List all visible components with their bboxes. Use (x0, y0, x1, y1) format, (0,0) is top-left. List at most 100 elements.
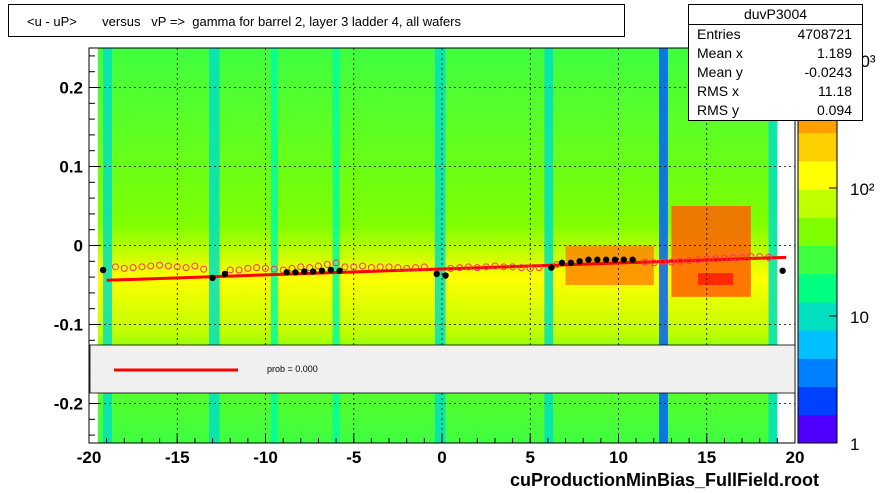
profile-open-point (376, 263, 384, 271)
y-tick-label: 0 (74, 237, 83, 256)
profile-open-point (482, 263, 490, 271)
profile-open-point (694, 256, 702, 264)
profile-open-point (464, 263, 472, 271)
stats-value: 4708721 (797, 26, 852, 42)
profile-open-point (341, 263, 349, 271)
profile-black-point (620, 256, 627, 263)
profile-open-point (650, 259, 658, 267)
profile-open-point (323, 260, 331, 268)
profile-black-point (318, 267, 326, 274)
palette-color-step (798, 132, 837, 162)
profile-black-point (558, 259, 566, 267)
profile-open-point (765, 253, 773, 261)
palette-tick-label: 1 (850, 435, 859, 454)
profile-black-point (442, 272, 449, 279)
profile-black-point (779, 267, 786, 274)
profile-black-point (611, 256, 619, 263)
profile-black-point (327, 266, 335, 274)
profile-open-point (676, 257, 684, 265)
profile-open-point (147, 262, 155, 270)
profile-open-point (500, 263, 508, 271)
profile-black-point (209, 274, 216, 282)
fit-legend (89, 344, 796, 394)
profile-open-point (235, 266, 243, 274)
profile-open-point (129, 264, 137, 272)
profile-open-point (526, 264, 534, 272)
stats-row: RMS y 0.094 (689, 101, 862, 120)
profile-open-point (685, 257, 693, 265)
palette-color-step (798, 273, 837, 303)
profile-open-point (747, 253, 755, 261)
profile-open-point (262, 264, 269, 272)
profile-open-point (173, 263, 181, 271)
palette-color-step (798, 245, 837, 275)
title-text: <u - uP> versus vP => gamma for barrel 2… (27, 14, 462, 29)
stats-key: Mean x (697, 45, 743, 61)
profile-open-point (720, 254, 728, 262)
stats-row: Mean y -0.0243 (689, 63, 862, 82)
profile-open-point (756, 253, 764, 261)
x-tick-label: 10 (609, 448, 628, 467)
heatmap-column (768, 48, 778, 443)
profile-open-point (473, 264, 481, 272)
heatmap-column (544, 48, 554, 443)
heatmap-column (332, 48, 340, 443)
profile-open-point (385, 263, 393, 271)
stats-key: Entries (697, 26, 741, 42)
stats-value: -0.0243 (804, 64, 852, 80)
profile-black-point (585, 256, 592, 263)
profile-black-point (301, 268, 308, 275)
profile-open-point (667, 258, 675, 266)
x-tick-label: -20 (77, 448, 102, 467)
stats-title: duvP3004 (689, 5, 862, 25)
profile-open-point (306, 264, 314, 272)
profile-points (99, 253, 786, 282)
profile-open-point (164, 262, 172, 270)
profile-open-point (182, 264, 190, 272)
stats-key: Mean y (697, 64, 743, 80)
palette-tick-label: 10² (850, 180, 875, 199)
profile-black-point (292, 269, 299, 276)
profile-open-point (288, 264, 296, 272)
footer-filename: cuProductionMinBias_FullField.root (509, 470, 819, 490)
stats-box: duvP3004 Entries 4708721 Mean x 1.189 Me… (688, 4, 863, 121)
profile-open-point (332, 259, 340, 267)
palette-color-step (798, 414, 837, 444)
profile-black-point (336, 267, 343, 274)
profile-open-point (156, 261, 164, 269)
palette-color-step (798, 358, 837, 388)
profile-open-point (447, 264, 455, 272)
profile-open-point (244, 264, 252, 272)
profile-open-point (138, 263, 146, 271)
profile-open-point (738, 253, 746, 261)
profile-black-point (629, 256, 636, 263)
x-tick-label: 5 (526, 448, 535, 467)
x-tick-label: 20 (786, 448, 805, 467)
profile-black-point (99, 266, 107, 274)
y-tick-label: 0.1 (59, 158, 83, 177)
profile-black-point (594, 256, 601, 263)
profile-open-point (367, 264, 375, 272)
profile-open-point (226, 266, 234, 274)
profile-open-point (420, 263, 428, 271)
profile-open-point (191, 262, 199, 270)
stats-value: 1.189 (816, 45, 852, 61)
stats-value: 11.18 (818, 83, 852, 99)
profile-open-point (703, 255, 711, 263)
heatmap-column (103, 48, 112, 443)
histogram-title: <u - uP> versus vP => gamma for barrel 2… (8, 4, 625, 37)
profile-open-point (712, 255, 720, 263)
x-tick-label: 0 (437, 448, 446, 467)
stats-row: RMS x 11.18 (689, 82, 862, 101)
profile-open-point (111, 263, 119, 271)
heatmap-column (659, 48, 668, 443)
stats-key: RMS y (697, 102, 739, 118)
x-tick-label: -10 (253, 448, 278, 467)
profile-open-point (456, 264, 464, 272)
profile-open-point (659, 258, 667, 266)
stats-key: RMS x (697, 83, 739, 99)
palette-color-step (798, 160, 837, 190)
legend-prob-label: prob = 0.000 (267, 364, 318, 374)
profile-open-point (729, 253, 737, 261)
stats-value: 0.094 (816, 102, 852, 118)
